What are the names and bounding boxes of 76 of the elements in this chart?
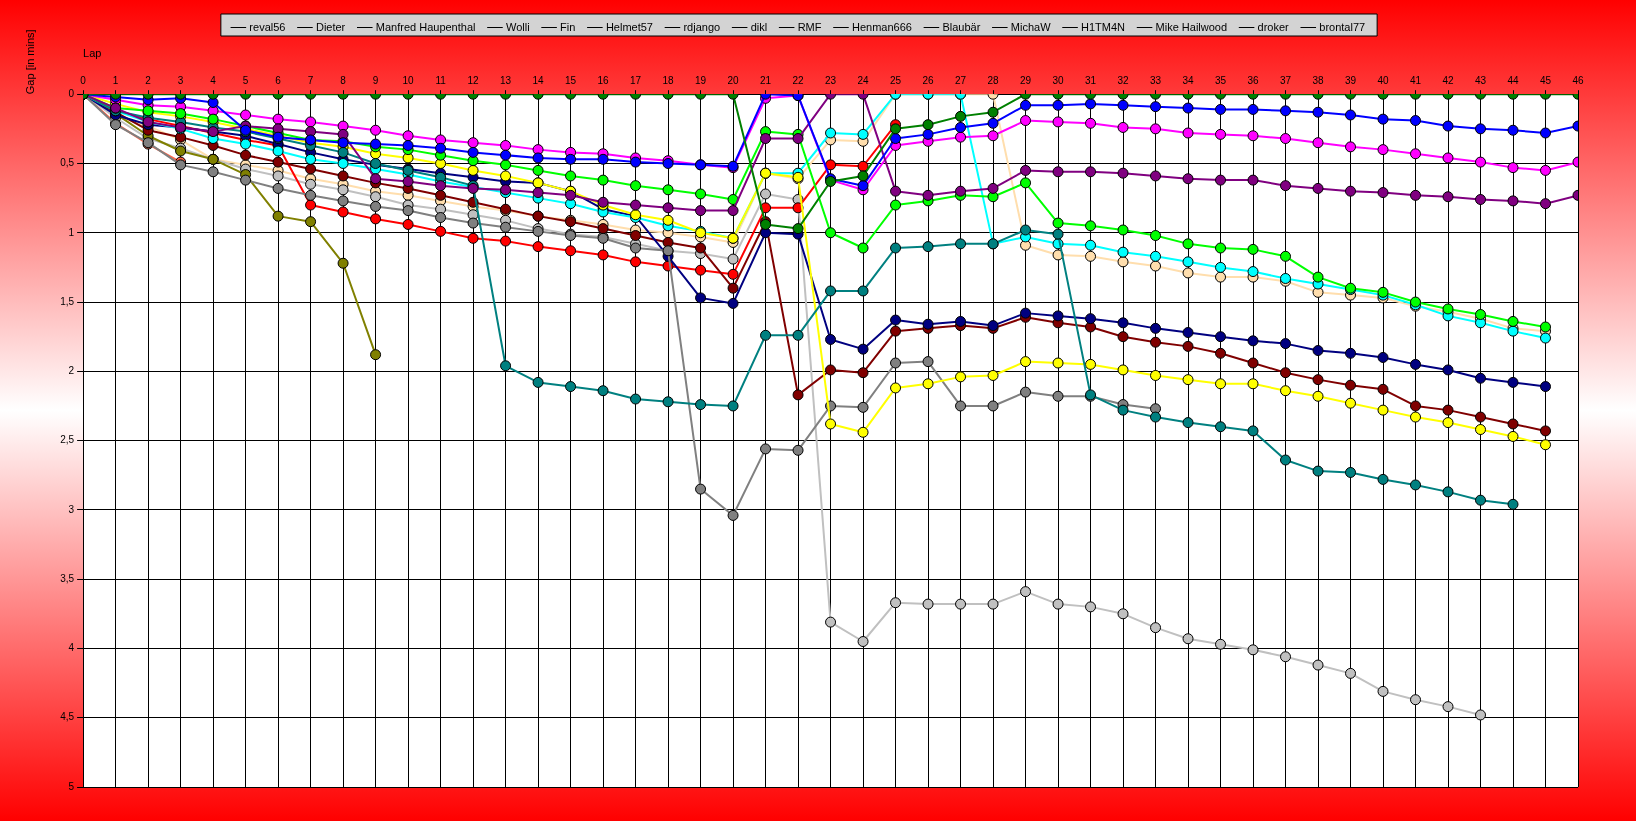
x-tick-label: 40	[1377, 74, 1390, 86]
x-tick-label: 35	[1214, 74, 1227, 86]
x-tick-label: 4	[210, 74, 217, 86]
y-tick-label: 0,5	[60, 157, 75, 169]
x-tick-label: 10	[402, 74, 415, 86]
x-tick-label: 7	[307, 74, 314, 86]
legend-label: Manfred Haupenthal	[375, 20, 476, 33]
x-tick-label: 18	[662, 74, 675, 86]
y-tick-label: 5	[68, 780, 75, 792]
x-tick-label: 28	[987, 74, 1000, 86]
x-tick-label: 36	[1247, 74, 1260, 86]
x-tick-label: 5	[242, 74, 249, 86]
legend-label: brontal77	[1319, 20, 1366, 33]
x-tick-label: 13	[500, 74, 512, 86]
y-tick-label: 2	[68, 365, 75, 377]
y-tick-label: 4,5	[60, 711, 75, 723]
x-tick-label: 26	[922, 74, 935, 86]
legend-label: RMF	[797, 20, 822, 33]
y-tick-label: 2,5	[60, 434, 75, 446]
x-tick-label: 46	[1572, 74, 1584, 86]
legend-label: Blaubär	[942, 20, 981, 33]
legend-label: Mike Hailwood	[1155, 20, 1228, 33]
x-tick-label: 22	[792, 74, 805, 86]
y-tick-label: 0	[68, 87, 75, 99]
x-tick-label: 2	[145, 74, 152, 86]
x-axis-title: Lap	[83, 46, 102, 59]
y-tick-label: 3,5	[60, 572, 75, 584]
x-tick-label: 1	[112, 74, 119, 86]
x-tick-label: 44	[1507, 74, 1519, 86]
x-tick-label: 3	[177, 74, 184, 86]
x-tick-label: 24	[857, 74, 870, 86]
x-tick-label: 41	[1409, 74, 1422, 86]
x-tick-label: 33	[1149, 74, 1162, 86]
x-tick-label: 17	[630, 74, 642, 86]
x-tick-label: 25	[889, 74, 902, 86]
x-tick-label: 39	[1344, 74, 1357, 86]
y-tick-label: 4	[68, 642, 75, 654]
legend-label: Helmet57	[605, 20, 653, 33]
y-axis-title: Gap [in mins]	[23, 29, 36, 95]
x-tick-label: 12	[467, 74, 480, 86]
x-tick-label: 0	[80, 74, 87, 86]
legend-label: rdjango	[683, 20, 721, 33]
x-tick-label: 15	[565, 74, 577, 86]
x-tick-label: 6	[275, 74, 282, 86]
x-tick-label: 11	[435, 74, 447, 86]
x-tick-label: 16	[597, 74, 610, 86]
legend-label: Wolli	[505, 20, 530, 33]
legend-label: Henman666	[851, 20, 912, 33]
x-tick-label: 43	[1474, 74, 1487, 86]
x-tick-label: 19	[695, 74, 707, 86]
x-tick-label: 21	[759, 74, 772, 86]
x-tick-label: 20	[727, 74, 740, 86]
y-tick-label: 3	[68, 503, 75, 515]
legend-label: droker	[1257, 20, 1290, 33]
x-tick-label: 14	[532, 74, 545, 86]
x-tick-label: 38	[1312, 74, 1325, 86]
x-tick-label: 42	[1442, 74, 1455, 86]
y-tick-label: 1,5	[60, 295, 75, 307]
x-tick-label: 27	[954, 74, 967, 86]
x-tick-label: 8	[340, 74, 347, 86]
legend-label: MichaW	[1010, 20, 1052, 33]
x-tick-label: 32	[1117, 74, 1130, 86]
x-tick-label: 29	[1019, 74, 1032, 86]
x-tick-label: 34	[1182, 74, 1195, 86]
legend-label: dikl	[750, 20, 768, 33]
x-tick-label: 37	[1279, 74, 1292, 86]
x-tick-label: 31	[1084, 74, 1097, 86]
x-tick-label: 30	[1052, 74, 1065, 86]
x-tick-label: 45	[1539, 74, 1552, 86]
y-tick-label: 1	[68, 226, 75, 238]
x-tick-label: 23	[824, 74, 837, 86]
x-tick-label: 9	[372, 74, 379, 86]
legend-label: Fin	[560, 20, 576, 33]
legend-label: reval56	[249, 20, 286, 33]
legend-label: Dieter	[315, 20, 346, 33]
legend-label: H1TM4N	[1081, 20, 1126, 33]
